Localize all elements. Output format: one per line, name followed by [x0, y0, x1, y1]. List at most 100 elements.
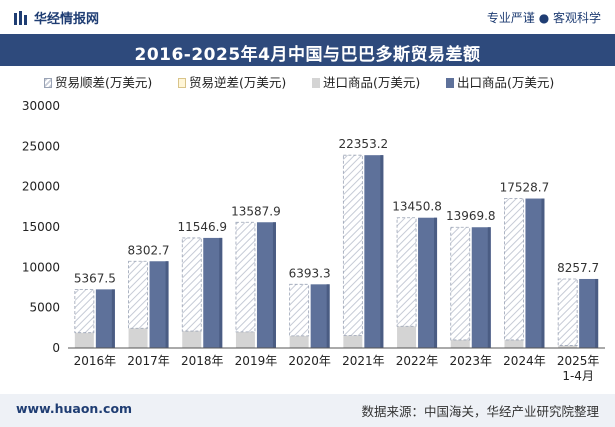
- surplus-bar: [396, 217, 417, 327]
- import-bar: [343, 335, 363, 348]
- y-tick-label: 5000: [29, 301, 60, 315]
- export-bar: [203, 237, 223, 348]
- y-axis: 0 5000 10000 15000 20000 25000 30000: [22, 99, 60, 355]
- export-bar: [310, 284, 330, 348]
- x-tick-label: 2018年: [181, 354, 224, 368]
- x-tick-label: 2024年: [503, 354, 546, 368]
- surplus-bar: [450, 226, 471, 341]
- x-tick-line: 1-4月: [562, 369, 594, 383]
- data-label: 22353.2: [339, 137, 389, 151]
- data-source: 数据来源：中国海关，华经产业研究院整理: [361, 404, 599, 419]
- export-bar: [256, 222, 276, 348]
- data-label: 17528.7: [500, 181, 550, 195]
- export-bar: [364, 155, 384, 348]
- x-axis: 2016年 2017年 2018年 2019年 2020年 2021年 2022年 2023年…: [68, 347, 605, 383]
- slogan: 专业严谨 ● 客观科学: [486, 11, 601, 25]
- x-tick-line: 2017年: [127, 354, 170, 368]
- surplus-bar: [74, 288, 95, 334]
- data-label: 8257.7: [557, 261, 599, 275]
- site-url: www.huaon.com: [16, 401, 133, 416]
- export-bar-shade: [326, 284, 330, 348]
- data-label: 13450.8: [392, 200, 442, 214]
- export-bar-shade: [165, 261, 169, 348]
- y-tick-label: 25000: [22, 139, 60, 153]
- x-tick-label: 2019年: [235, 354, 278, 368]
- y-tick-label: 20000: [22, 180, 60, 194]
- legend-swatch-export: [446, 78, 454, 88]
- x-tick-label: 2025年 1-4月: [557, 354, 600, 383]
- surplus-bar: [235, 221, 256, 333]
- x-tick-label: 2021年: [342, 354, 385, 368]
- export-bar-shade: [380, 155, 384, 348]
- surplus-bar: [504, 198, 524, 341]
- data-label: 13587.9: [231, 204, 281, 218]
- x-tick-line: 2016年: [74, 354, 117, 368]
- top-bar: 华经情报网 专业严谨 ● 客观科学: [0, 0, 615, 34]
- x-tick-label: 2020年: [288, 354, 331, 368]
- import-bar: [450, 339, 470, 348]
- x-tick-label: 2016年: [74, 354, 117, 368]
- export-bar: [149, 261, 169, 348]
- logo-text: 华经情报网: [34, 12, 100, 27]
- x-tick-label: 2017年: [127, 354, 170, 368]
- import-bar: [504, 339, 524, 348]
- logo-icon: [14, 11, 27, 25]
- y-tick-label: 10000: [22, 260, 60, 274]
- legend: 贸易顺差(万美元) 贸易逆差(万美元) 进口商品(万美元) 出口商品(万美元): [0, 72, 615, 92]
- data-label: 11546.9: [177, 220, 227, 234]
- footer-bar: [0, 394, 615, 427]
- export-bar: [95, 289, 115, 348]
- data-label: 6393.3: [289, 266, 331, 280]
- y-tick-label: 30000: [22, 99, 60, 113]
- export-bar-shade: [434, 217, 438, 348]
- legend-swatch-surplus: [44, 78, 52, 88]
- import-bar: [558, 345, 578, 348]
- x-tick-line: 2019年: [235, 354, 278, 368]
- bars: 5367.5 8302.7 11546.9 13587.9 6393.3 22353.2 1…: [74, 137, 599, 348]
- legend-item-deficit: 贸易逆差(万美元): [178, 72, 286, 91]
- x-tick-line: 2021年: [342, 354, 385, 368]
- export-bar: [418, 217, 438, 348]
- data-label: 13969.8: [446, 209, 496, 223]
- surplus-bar: [128, 260, 148, 329]
- export-bar-shade: [487, 227, 491, 348]
- title-bar: [0, 34, 615, 66]
- surplus-bar: [342, 154, 363, 336]
- import-bar: [74, 332, 94, 348]
- export-bar-shade: [541, 198, 545, 348]
- import-bar: [235, 331, 255, 348]
- x-tick-line: 2020年: [288, 354, 331, 368]
- legend-item-surplus: 贸易顺差(万美元): [44, 72, 152, 91]
- import-bar: [182, 331, 202, 348]
- x-tick-label: 2023年: [449, 354, 492, 368]
- x-tick-line: 2025年: [557, 354, 600, 368]
- surplus-bar: [289, 283, 310, 337]
- export-bar-shade: [111, 289, 115, 348]
- x-tick-line: 2023年: [449, 354, 492, 368]
- surplus-bar: [181, 237, 202, 332]
- y-tick-label: 0: [52, 341, 60, 355]
- export-bar: [525, 198, 545, 348]
- legend-item-export: 出口商品(万美元): [446, 72, 554, 91]
- import-bar: [128, 328, 148, 348]
- export-bar-shade: [219, 237, 223, 348]
- export-bar-shade: [595, 278, 599, 348]
- x-tick-label: 2022年: [396, 354, 439, 368]
- logo: 华经情报网: [14, 8, 99, 27]
- legend-item-import: 进口商品(万美元): [312, 72, 420, 91]
- legend-swatch-deficit: [178, 78, 186, 88]
- import-bar: [289, 335, 309, 348]
- x-tick-line: 2018年: [181, 354, 224, 368]
- legend-label-import: 进口商品(万美元): [323, 75, 421, 90]
- surplus-bar: [557, 278, 578, 346]
- data-label: 8302.7: [128, 243, 170, 257]
- export-bar-shade: [272, 222, 276, 348]
- legend-label-deficit: 贸易逆差(万美元): [189, 75, 287, 90]
- data-label: 5367.5: [74, 271, 116, 285]
- legend-swatch-import: [312, 78, 320, 88]
- export-bar: [579, 278, 599, 348]
- legend-label-export: 出口商品(万美元): [457, 75, 555, 90]
- x-tick-line: 2024年: [503, 354, 546, 368]
- export-bar: [471, 227, 491, 348]
